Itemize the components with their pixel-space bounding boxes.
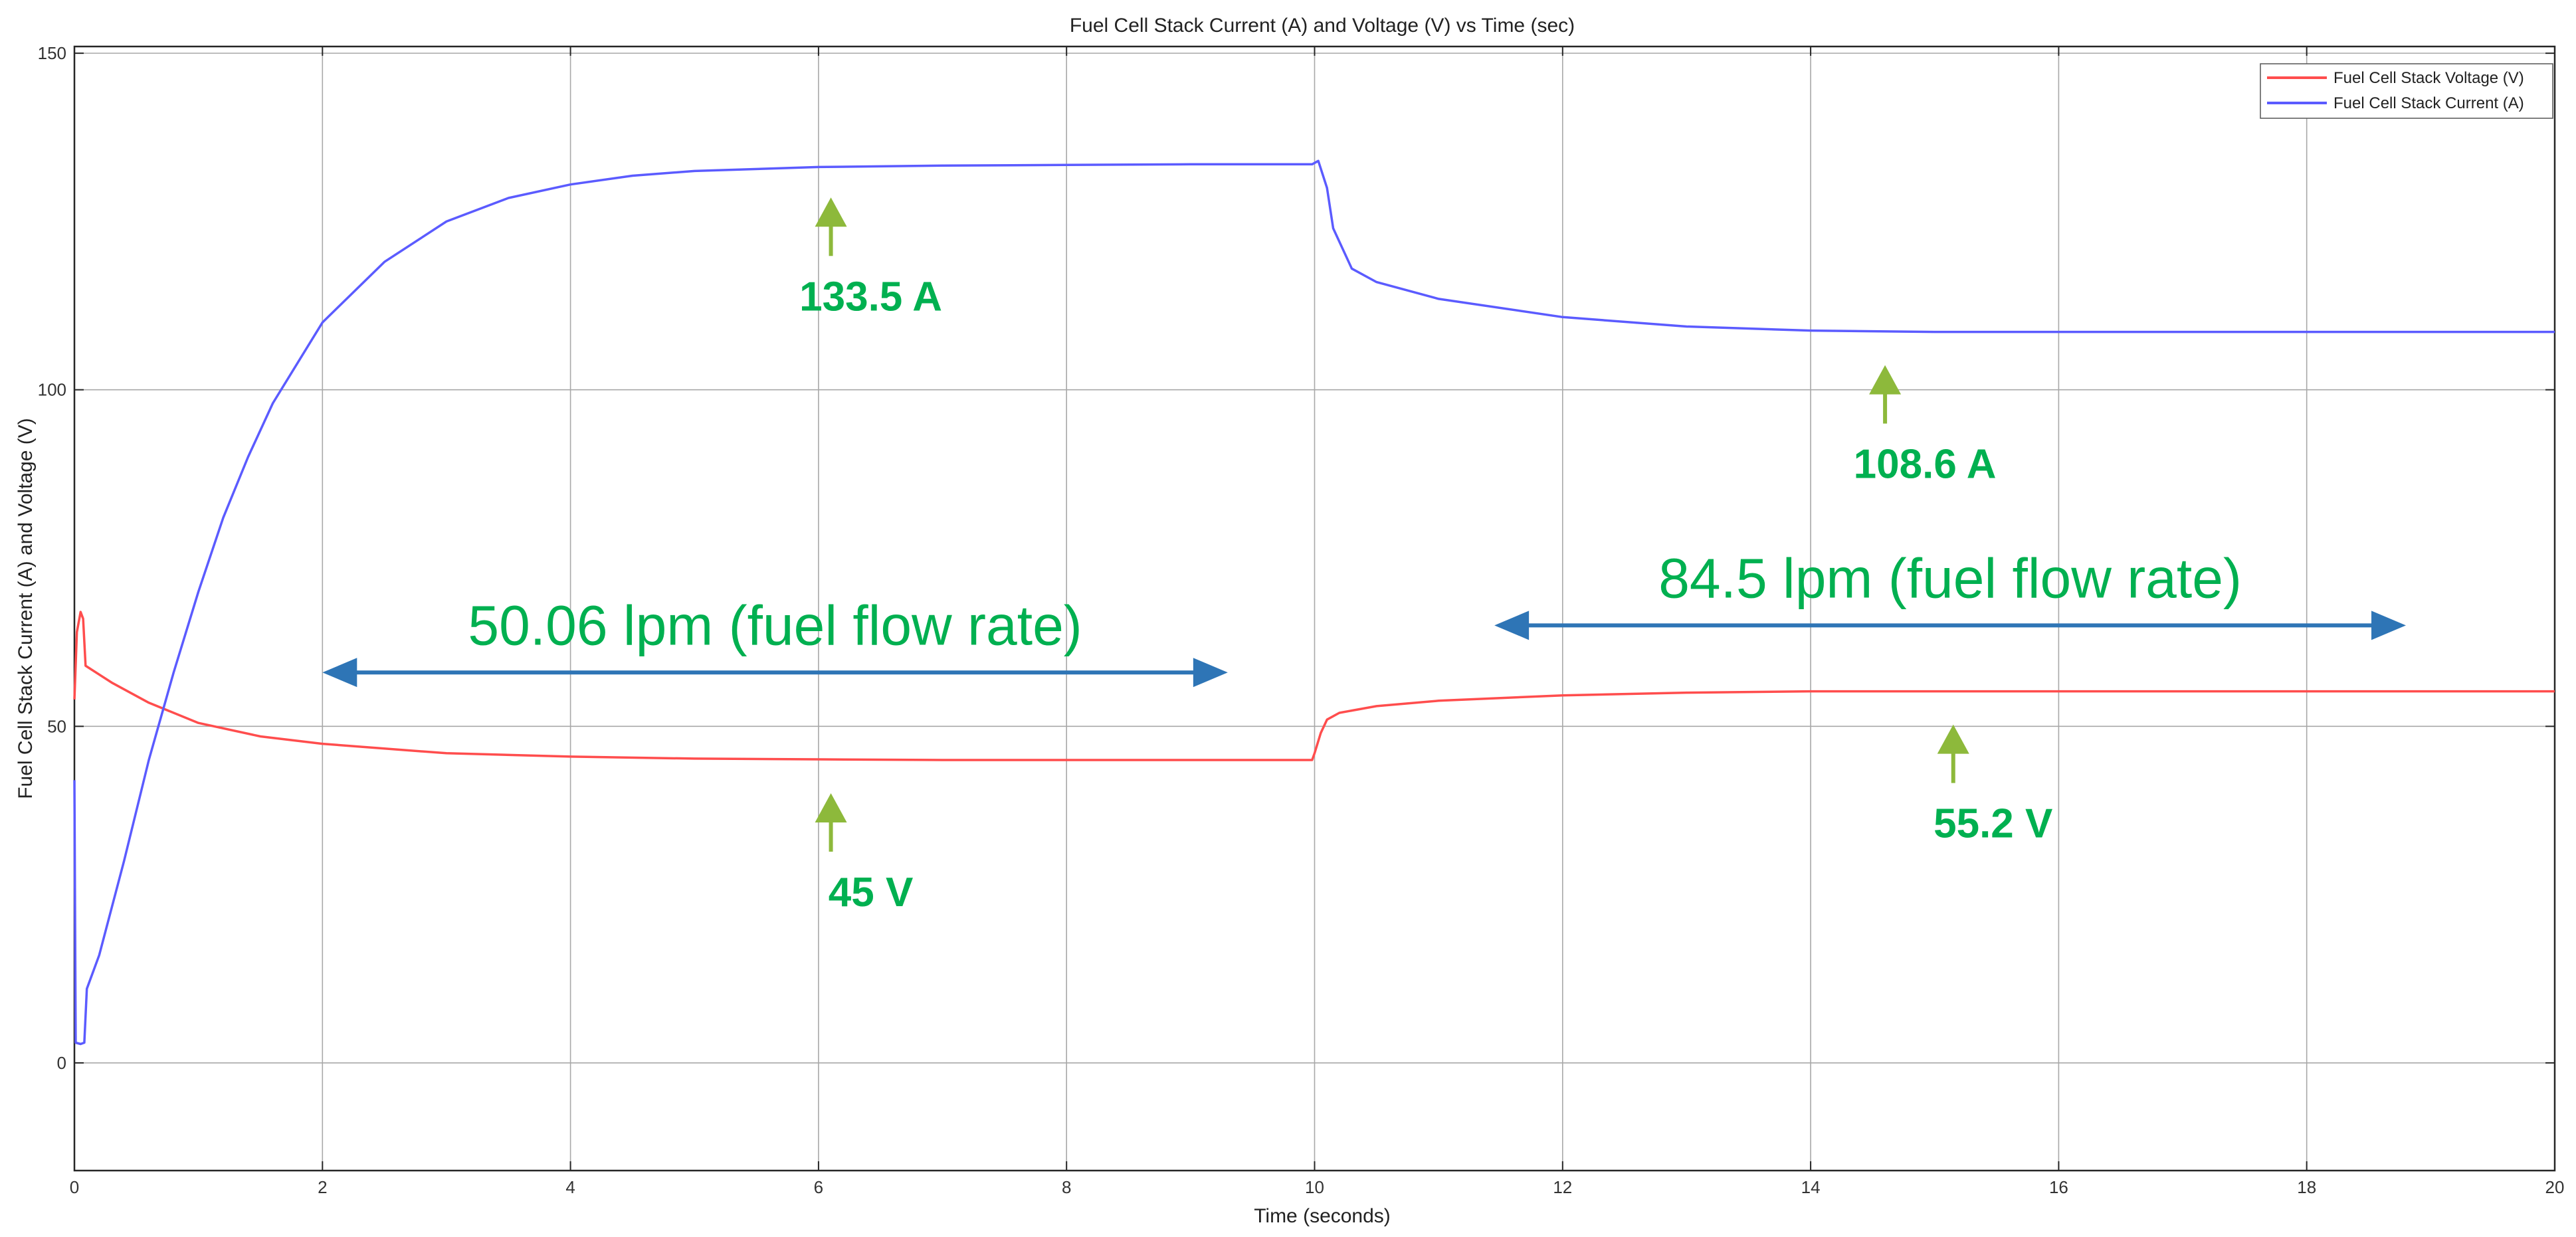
x-tick-label: 2 bbox=[318, 1177, 327, 1197]
x-tick-label: 18 bbox=[2297, 1177, 2316, 1197]
flow-rate-annotation: 84.5 lpm (fuel flow rate) bbox=[1658, 547, 2242, 609]
x-tick-label: 16 bbox=[2049, 1177, 2068, 1197]
legend-box bbox=[2260, 63, 2553, 119]
value-annotation: 133.5 A bbox=[799, 274, 942, 320]
annotations: 133.5 A 45 V 108.6 A 55.2 V 50.06 lpm (fuel … bbox=[322, 197, 2407, 915]
arrow-right-icon bbox=[2371, 611, 2407, 640]
chart-title: Fuel Cell Stack Current (A) and Voltage … bbox=[1070, 15, 1575, 37]
x-tick-label: 12 bbox=[1553, 1177, 1572, 1197]
up-arrow-icon bbox=[815, 197, 847, 227]
value-annotation: 45 V bbox=[829, 870, 914, 915]
x-tick-label: 14 bbox=[1801, 1177, 1821, 1197]
y-tick-label: 150 bbox=[38, 43, 66, 63]
x-tick-label: 0 bbox=[70, 1177, 79, 1197]
up-arrow-icon bbox=[1937, 724, 1969, 754]
y-axis-label: Fuel Cell Stack Current (A) and Voltage … bbox=[15, 418, 37, 799]
up-arrow-stem bbox=[1951, 752, 1955, 783]
up-arrow-stem bbox=[829, 225, 833, 256]
x-tick-label: 10 bbox=[1305, 1177, 1324, 1197]
up-arrow-icon bbox=[1869, 365, 1902, 395]
x-axis-label: Time (seconds) bbox=[1254, 1205, 1391, 1227]
y-tick-label: 0 bbox=[57, 1053, 66, 1073]
x-tick-label: 6 bbox=[814, 1177, 823, 1197]
arrow-left-icon bbox=[1494, 611, 1530, 640]
grid bbox=[74, 47, 2555, 1171]
series-lines bbox=[73, 159, 2555, 1046]
flow-rate-annotation: 50.06 lpm (fuel flow rate) bbox=[468, 594, 1082, 656]
series-line-current bbox=[73, 159, 2555, 1046]
x-tick-label: 8 bbox=[1062, 1177, 1071, 1197]
up-arrow-stem bbox=[1883, 393, 1888, 424]
arrow-right-icon bbox=[1193, 658, 1228, 688]
value-annotation: 55.2 V bbox=[1933, 801, 2052, 847]
y-tick-label: 50 bbox=[47, 716, 66, 736]
up-arrow-stem bbox=[829, 820, 833, 852]
legend-entry-voltage: Fuel Cell Stack Voltage (V) bbox=[2333, 69, 2524, 87]
up-arrow-icon bbox=[815, 793, 847, 822]
arrow-left-icon bbox=[322, 658, 357, 688]
series-line-voltage bbox=[73, 611, 2555, 761]
legend-entry-current: Fuel Cell Stack Current (A) bbox=[2333, 94, 2524, 112]
value-annotation: 108.6 A bbox=[1854, 442, 1997, 488]
x-tick-label: 20 bbox=[2545, 1177, 2565, 1197]
x-tick-label: 4 bbox=[565, 1177, 575, 1197]
axis-ticks: 0 2 4 6 8 10 12 14 16 18 20 0 50 100 150 bbox=[38, 43, 2565, 1197]
legend: Fuel Cell Stack Voltage (V) Fuel Cell St… bbox=[2260, 63, 2553, 119]
y-tick-label: 100 bbox=[38, 380, 66, 400]
